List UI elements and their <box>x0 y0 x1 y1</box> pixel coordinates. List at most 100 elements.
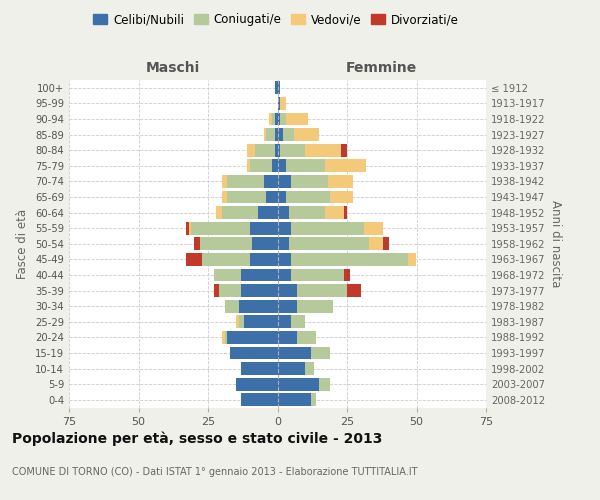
Bar <box>202 253 250 266</box>
Bar <box>297 284 347 297</box>
Bar <box>266 128 275 141</box>
Text: COMUNE DI TORNO (CO) - Dati ISTAT 1° gennaio 2013 - Elaborazione TUTTITALIA.IT: COMUNE DI TORNO (CO) - Dati ISTAT 1° gen… <box>12 467 418 477</box>
Bar <box>236 316 239 328</box>
Bar <box>230 346 277 360</box>
Bar <box>188 222 191 234</box>
Bar <box>250 222 277 234</box>
Bar <box>277 97 280 110</box>
Bar <box>250 160 272 172</box>
Bar <box>283 128 294 141</box>
Bar <box>222 190 227 203</box>
Text: Femmine: Femmine <box>346 61 418 75</box>
Bar <box>286 160 325 172</box>
Bar <box>275 144 277 156</box>
Bar <box>214 268 241 281</box>
Bar <box>297 300 333 312</box>
Bar <box>222 175 227 188</box>
Bar <box>277 268 292 281</box>
Bar <box>277 175 292 188</box>
Bar <box>292 268 344 281</box>
Bar <box>289 206 325 219</box>
Bar <box>241 268 277 281</box>
Bar <box>266 190 277 203</box>
Bar <box>305 362 314 375</box>
Bar <box>286 190 331 203</box>
Bar <box>222 206 258 219</box>
Bar <box>292 222 364 234</box>
Bar <box>241 284 277 297</box>
Bar <box>289 238 369 250</box>
Bar <box>194 238 200 250</box>
Bar <box>236 378 277 390</box>
Bar <box>286 112 308 126</box>
Bar <box>275 112 277 126</box>
Bar <box>277 300 297 312</box>
Bar <box>275 82 277 94</box>
Bar <box>297 331 316 344</box>
Bar <box>277 128 283 141</box>
Bar <box>369 238 383 250</box>
Bar <box>239 300 277 312</box>
Bar <box>277 284 297 297</box>
Bar <box>227 190 266 203</box>
Text: Maschi: Maschi <box>146 61 200 75</box>
Bar <box>277 206 289 219</box>
Bar <box>280 112 286 126</box>
Bar <box>263 128 266 141</box>
Bar <box>347 284 361 297</box>
Bar <box>311 394 316 406</box>
Bar <box>224 331 227 344</box>
Bar <box>219 284 241 297</box>
Bar <box>272 112 275 126</box>
Bar <box>277 82 280 94</box>
Bar <box>258 206 277 219</box>
Bar <box>269 112 272 126</box>
Bar <box>186 253 202 266</box>
Bar <box>277 346 311 360</box>
Bar <box>277 190 286 203</box>
Bar <box>241 362 277 375</box>
Bar <box>280 144 305 156</box>
Bar <box>222 331 224 344</box>
Bar <box>250 253 277 266</box>
Bar <box>277 378 319 390</box>
Bar <box>224 300 239 312</box>
Bar <box>344 268 350 281</box>
Bar <box>319 378 331 390</box>
Bar <box>214 284 219 297</box>
Bar <box>191 222 250 234</box>
Text: Popolazione per età, sesso e stato civile - 2013: Popolazione per età, sesso e stato civil… <box>12 431 382 446</box>
Bar <box>311 346 331 360</box>
Bar <box>275 128 277 141</box>
Bar <box>253 238 277 250</box>
Bar <box>341 144 347 156</box>
Bar <box>344 206 347 219</box>
Bar <box>325 206 344 219</box>
Bar <box>280 97 286 110</box>
Bar <box>227 331 277 344</box>
Bar <box>305 144 341 156</box>
Bar <box>186 222 188 234</box>
Bar <box>408 253 416 266</box>
Legend: Celibi/Nubili, Coniugati/e, Vedovi/e, Divorziati/e: Celibi/Nubili, Coniugati/e, Vedovi/e, Di… <box>88 8 464 31</box>
Bar <box>255 144 275 156</box>
Bar <box>277 394 311 406</box>
Bar <box>277 222 292 234</box>
Bar <box>247 160 250 172</box>
Bar <box>292 175 328 188</box>
Bar <box>247 144 255 156</box>
Bar <box>244 316 277 328</box>
Bar <box>331 190 353 203</box>
Bar <box>292 253 408 266</box>
Bar <box>277 316 292 328</box>
Bar <box>277 144 280 156</box>
Bar <box>277 331 297 344</box>
Bar <box>277 362 305 375</box>
Bar <box>277 112 280 126</box>
Y-axis label: Fasce di età: Fasce di età <box>16 208 29 279</box>
Bar <box>328 175 353 188</box>
Bar <box>217 206 222 219</box>
Bar <box>263 175 277 188</box>
Y-axis label: Anni di nascita: Anni di nascita <box>549 200 562 288</box>
Bar <box>239 316 244 328</box>
